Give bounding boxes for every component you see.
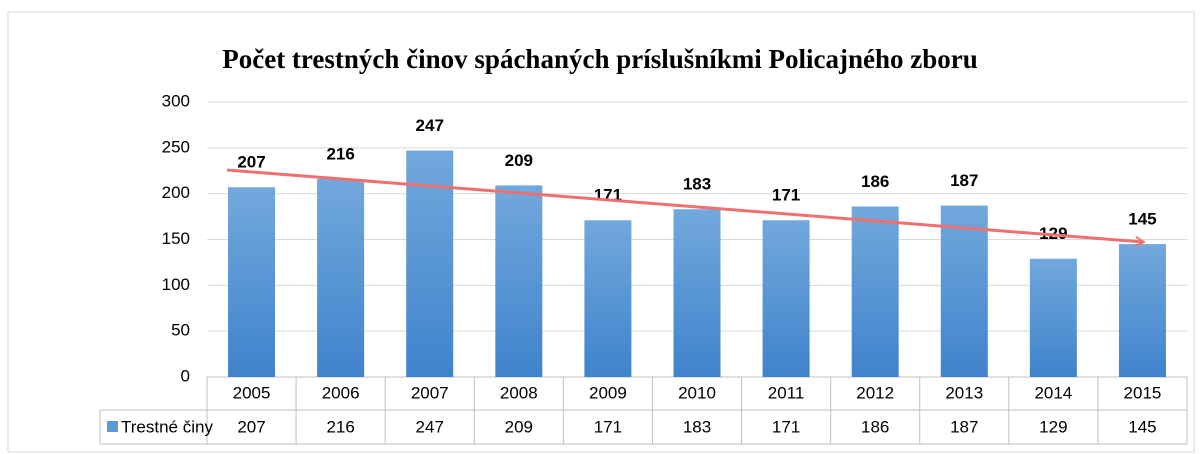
y-tick-label: 150 (162, 229, 190, 248)
data-label: 209 (505, 151, 533, 170)
x-tick-label: 2012 (856, 383, 894, 402)
x-tick-label: 2006 (322, 383, 360, 402)
y-tick-label: 250 (162, 137, 190, 156)
y-tick-label: 0 (181, 366, 190, 385)
table-value: 171 (772, 417, 800, 436)
data-label: 207 (237, 153, 265, 172)
x-tick-label: 2015 (1124, 383, 1162, 402)
x-tick-label: 2010 (678, 383, 716, 402)
y-tick-label: 50 (171, 321, 190, 340)
x-tick-label: 2008 (500, 383, 538, 402)
data-label: 186 (861, 172, 889, 191)
chart-title: Počet trestných činov spáchaných prísluš… (222, 44, 978, 74)
bar (1029, 258, 1077, 377)
bar (317, 179, 365, 377)
x-tick-label: 2007 (411, 383, 449, 402)
x-tick-label: 2011 (768, 383, 805, 402)
table-value: 145 (1128, 417, 1156, 436)
data-label: 247 (416, 116, 444, 135)
x-tick-label: 2009 (589, 383, 627, 402)
table-value: 247 (416, 417, 444, 436)
x-tick-label: 2005 (233, 383, 271, 402)
bar (228, 187, 276, 377)
data-label: 187 (950, 171, 978, 190)
table-value: 207 (237, 417, 265, 436)
table-value: 129 (1039, 417, 1067, 436)
x-tick-label: 2014 (1034, 383, 1072, 402)
legend-label: Trestné činy (121, 417, 213, 436)
data-label: 216 (326, 144, 354, 163)
data-label: 183 (683, 175, 711, 194)
bar (1118, 244, 1166, 377)
bar (584, 220, 632, 377)
x-tick-label: 2013 (945, 383, 983, 402)
table-value: 187 (950, 417, 978, 436)
data-label: 145 (1128, 210, 1156, 229)
bar (762, 220, 810, 377)
y-tick-label: 100 (162, 275, 190, 294)
bar (495, 185, 543, 377)
table-value: 183 (683, 417, 711, 436)
bar (673, 209, 721, 377)
table-value: 171 (594, 417, 622, 436)
y-tick-label: 300 (162, 91, 190, 110)
bar (940, 205, 988, 377)
bar (851, 206, 899, 377)
table-value: 209 (505, 417, 533, 436)
trend-arrow (226, 168, 1143, 242)
legend-swatch (107, 421, 118, 432)
table-value: 186 (861, 417, 889, 436)
y-tick-label: 200 (162, 183, 190, 202)
data-label: 171 (772, 186, 800, 205)
table-value: 216 (326, 417, 354, 436)
